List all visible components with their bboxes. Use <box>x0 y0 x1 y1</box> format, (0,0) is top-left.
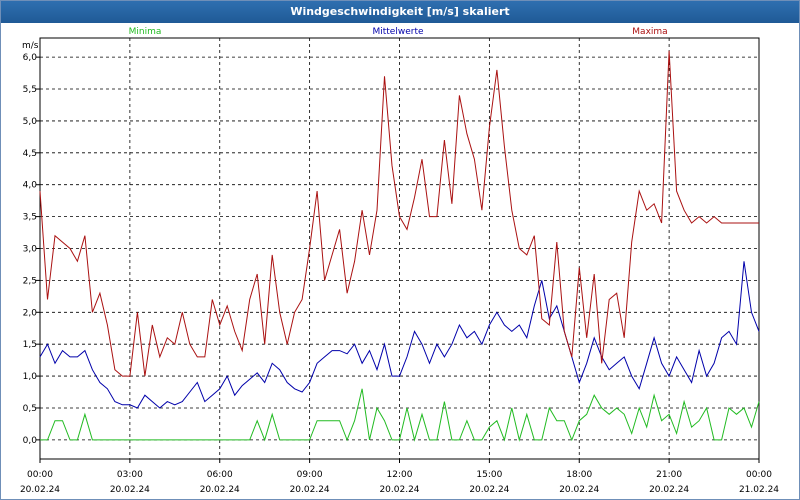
y-tick-label: 5,0 <box>23 117 38 127</box>
x-tick-time-label: 15:00 <box>476 470 502 480</box>
y-tick-label: 3,5 <box>23 213 37 223</box>
x-tick-date-label: 20.02.24 <box>379 485 419 495</box>
x-tick-date-label: 20.02.24 <box>649 485 689 495</box>
y-axis-label: m/s <box>22 41 39 51</box>
y-tick-label: 2,5 <box>23 276 37 286</box>
x-tick-date-label: 21.02.24 <box>739 485 779 495</box>
x-tick-date-label: 20.02.24 <box>559 485 599 495</box>
y-tick-label: 1,5 <box>23 340 37 350</box>
x-tick-time-label: 00:00 <box>746 470 772 480</box>
x-tick-date-label: 20.02.24 <box>110 485 150 495</box>
y-tick-label: 5,5 <box>23 85 37 95</box>
x-tick-time-label: 06:00 <box>207 470 233 480</box>
y-tick-label: 6,0 <box>23 53 38 63</box>
chart-title: Windgeschwindigkeit [m/s] skaliert <box>1 1 799 23</box>
y-tick-label: 3,0 <box>23 245 38 255</box>
legend-entry-mittelwerte: Mittelwerte <box>372 27 423 37</box>
x-tick-time-label: 09:00 <box>297 470 323 480</box>
x-tick-time-label: 21:00 <box>656 470 682 480</box>
axes: 0,0 0,5 1,0 1,5 2,0 2,5 3,0 3,5 4,0 4,5 5,0 5,5 6,0 0… <box>20 37 779 495</box>
series-line-maxima <box>39 50 759 377</box>
y-tick-label: 4,5 <box>23 149 37 159</box>
x-tick-date-label: 20.02.24 <box>469 485 509 495</box>
y-tick-label: 2,0 <box>23 308 38 318</box>
series-line-minima <box>40 388 760 442</box>
series-line-mittelwerte <box>39 261 760 409</box>
series-lines <box>39 50 760 442</box>
x-tick-time-label: 00:00 <box>27 470 53 480</box>
grid <box>40 38 759 459</box>
y-tick-label: 4,0 <box>23 181 38 191</box>
x-tick-time-label: 03:00 <box>117 470 143 480</box>
legend-entry-maxima: Maxima <box>632 27 667 37</box>
x-tick-date-label: 20.02.24 <box>290 485 330 495</box>
legend-entry-minima: Minima <box>129 27 162 37</box>
y-tick-label: 0,0 <box>23 436 38 446</box>
y-tick-label: 0,5 <box>23 404 37 414</box>
legend: Minima Mittelwerte Maxima <box>129 27 668 37</box>
x-tick-time-label: 12:00 <box>387 470 413 480</box>
x-tick-date-label: 20.02.24 <box>20 485 60 495</box>
x-tick-time-label: 18:00 <box>566 470 592 480</box>
y-tick-label: 1,0 <box>23 372 38 382</box>
x-tick-date-label: 20.02.24 <box>200 485 240 495</box>
